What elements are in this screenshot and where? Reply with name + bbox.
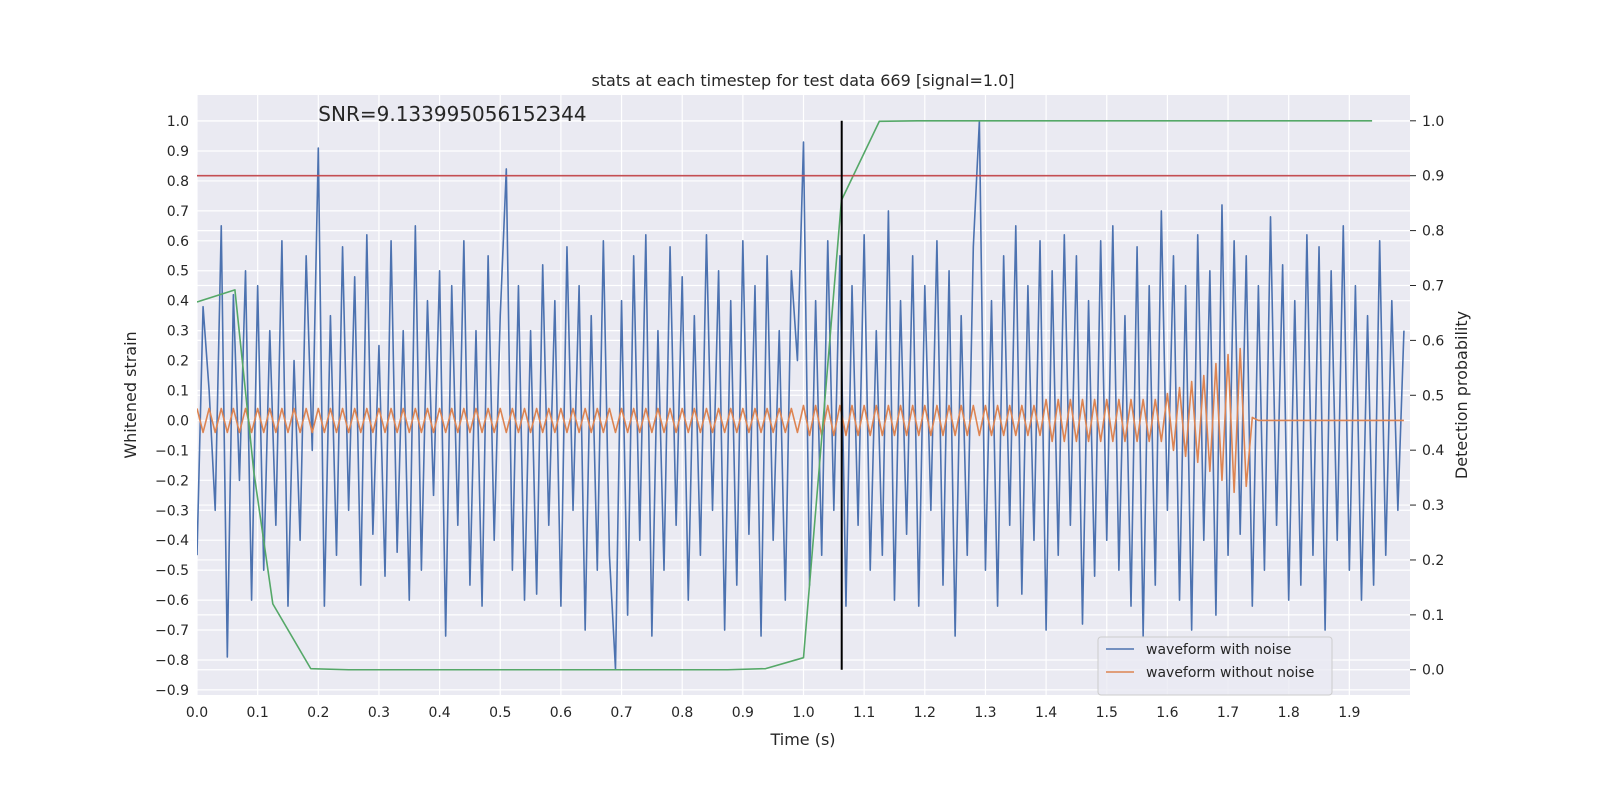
x-tick-label: 0.4 [428,705,450,721]
x-tick-label: 1.6 [1156,705,1178,721]
y-tick-label: −0.1 [155,443,189,459]
annotation: SNR=9.133995056152344 [318,102,586,126]
y-tick-label: 0.2 [167,354,189,370]
y-tick-label: 0.3 [167,324,189,340]
y2-tick-label: 0.4 [1422,443,1444,459]
y2-tick-label: 0.7 [1422,278,1444,294]
y2-tick-label: 0.8 [1422,224,1444,240]
legend-box [1097,636,1333,696]
y-tick-label: 0.9 [167,144,189,160]
chart-title: stats at each timestep for test data 669… [591,71,1014,90]
x-tick-label: 1.3 [974,705,996,721]
y2-tick-label: 0.1 [1422,608,1444,624]
y-tick-label: −0.4 [155,533,189,549]
series-line [197,120,1405,670]
legend-label: waveform without noise [1146,665,1314,681]
y-tick-label: −0.5 [155,563,189,579]
y-tick-label: −0.9 [155,683,189,699]
series-line [197,347,1404,494]
legend-label: waveform with noise [1146,642,1291,658]
y-axis-label: Whitened strain [121,331,140,458]
series-line [197,120,1373,671]
y-tick-label: 0.5 [167,264,189,280]
x-tick-label: 1.5 [1096,705,1118,721]
x-tick-label: 1.1 [853,705,875,721]
y-tick-label: 0.0 [167,413,189,429]
y-tick-label: 0.8 [167,174,189,190]
y-tick-label: −0.2 [155,473,189,489]
y-tick-label: 0.7 [167,204,189,220]
y2-tick-label: 0.9 [1422,169,1444,185]
x-tick-label: 1.2 [914,705,936,721]
y-tick-label: 0.1 [167,384,189,400]
x-axis-label: Time (s) [769,730,835,749]
x-tick-label: 0.8 [671,705,693,721]
x-tick-label: 0.3 [368,705,390,721]
y-tick-label: −0.8 [155,653,189,669]
x-tick-label: 1.0 [792,705,814,721]
y-tick-label: 1.0 [167,114,189,130]
x-tick-label: 1.8 [1278,705,1300,721]
x-tick-label: 1.4 [1035,705,1057,721]
y2-tick-label: 0.2 [1422,553,1444,569]
y-tick-label: −0.6 [155,593,189,609]
y-tick-label: −0.3 [155,503,189,519]
x-tick-label: 1.9 [1338,705,1360,721]
x-tick-label: 0.9 [732,705,754,721]
x-tick-label: 1.7 [1217,705,1239,721]
y-tick-label: 0.4 [167,294,189,310]
y2-tick-label: 0.0 [1422,663,1444,679]
y2-axis-label: Detection probability [1452,311,1471,479]
y2-tick-label: 0.5 [1422,388,1444,404]
plot-area [197,120,1410,671]
y2-tick-label: 0.3 [1422,498,1444,514]
x-tick-label: 0.7 [610,705,632,721]
y2-tick-label: 1.0 [1422,114,1444,130]
x-tick-label: 0.2 [307,705,329,721]
y-tick-label: −0.7 [155,623,189,639]
x-tick-label: 0.6 [550,705,572,721]
x-tick-label: 0.1 [247,705,269,721]
x-tick-label: 0.5 [489,705,511,721]
y-tick-label: 0.6 [167,234,189,250]
y2-tick-label: 0.6 [1422,333,1444,349]
legend: waveform with noise waveform without nois… [1097,636,1333,696]
x-tick-label: 0.0 [186,705,208,721]
